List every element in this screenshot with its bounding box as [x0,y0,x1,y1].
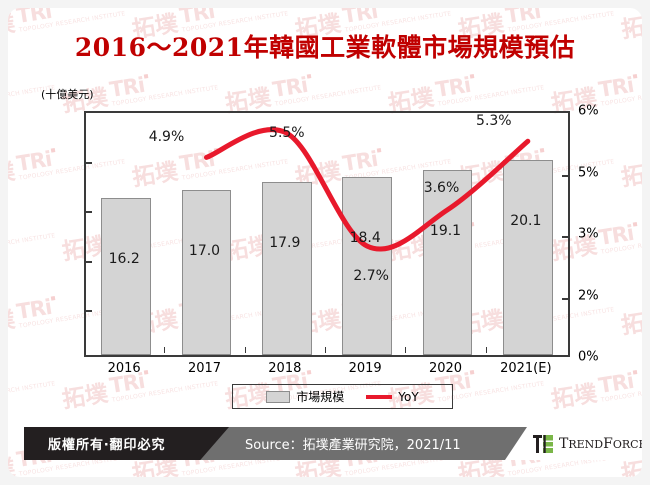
footer-source: Source：拓墣產業研究院，2021/11 [245,438,461,453]
legend-bar-swatch-icon [266,390,291,403]
chart-legend: 市場規模 YoY [232,384,453,409]
bar-value-label: 17.0 [188,243,221,260]
yoy-value-label: 5.5% [269,125,305,142]
yoy-value-label: 5.3% [476,113,512,130]
brand-orce: ORCE [612,437,642,451]
axis-tick [562,297,568,300]
legend-line-swatch-icon [366,394,393,399]
chart: (十億美元) 25 20 15 10 5 0 6% 5% 3% 2% 0% [8,8,642,477]
y-axis-unit-label: (十億美元) [41,88,94,101]
y-tick-right: 6% [578,103,599,119]
axis-tick [86,211,92,214]
x-tick-label: 2018 [268,361,302,376]
axis-tick [86,309,92,312]
axis-tick [86,162,92,165]
slide-card: 拓墣 TRi TOPOLOGY RESEARCH INSTITUTE 拓墣 TRi TOP… [8,8,642,477]
x-axis-separator [244,347,246,353]
legend-item-bar[interactable]: 市場規模 [266,388,344,405]
legend-item-line[interactable]: YoY [366,389,419,404]
y-tick-right: 0% [578,349,599,365]
yoy-value-label: 2.7% [353,268,389,285]
axis-tick [562,236,568,238]
x-axis-separator [485,347,487,353]
bar-value-label: 20.1 [510,213,542,230]
bar[interactable] [261,181,312,355]
yoy-value-label: 3.6% [423,179,460,196]
x-axis-separator [164,347,166,353]
bar[interactable] [422,170,473,355]
bar-value-label: 19.1 [429,223,462,240]
brand-t: T [559,435,569,452]
bar-value-label: 17.9 [269,234,301,251]
bar[interactable] [342,176,393,355]
x-axis-separator [325,347,326,353]
x-tick-label: 2016 [107,361,141,376]
bar[interactable] [181,190,232,355]
trendforce-wordmark: TRENDFORCE [559,436,642,452]
trendforce-mark-icon [532,433,554,454]
x-tick-label: 2017 [187,361,222,376]
y-tick-right: 5% [578,165,599,180]
footer-copyright-tag: 版權所有‧翻印必究 [24,427,229,460]
brand-f: F [603,435,613,452]
bar[interactable] [101,198,152,355]
y-tick-right: 2% [578,288,599,303]
brand-rend: REND [568,437,604,451]
x-tick-label: 2019 [348,361,382,376]
x-axis-separator [405,347,407,353]
bar-value-label: 16.2 [108,251,140,268]
bar[interactable] [502,160,553,355]
plot-area [84,111,570,357]
trendforce-logo: TRENDFORCE [505,427,642,460]
footer: Source：拓墣產業研究院，2021/11 版權所有‧翻印必究 TRENDFO… [16,427,642,460]
bar-value-label: 18.4 [349,229,381,246]
y-tick-right: 3% [578,226,599,242]
axis-tick [562,174,568,177]
axis-tick [86,260,92,263]
yoy-line [204,127,531,252]
footer-copyright-text: 版權所有‧翻印必究 [48,438,166,453]
yoy-value-label: 4.9% [148,129,185,146]
legend-line-label: YoY [398,389,419,404]
x-tick-label: 2020 [428,361,463,376]
x-tick-label: 2021(E) [500,361,552,376]
page-title: 2016～2021年韓國工業軟體市場規模預估 [74,33,576,62]
yoy-line-series [204,127,531,252]
legend-bar-label: 市場規模 [296,390,345,404]
